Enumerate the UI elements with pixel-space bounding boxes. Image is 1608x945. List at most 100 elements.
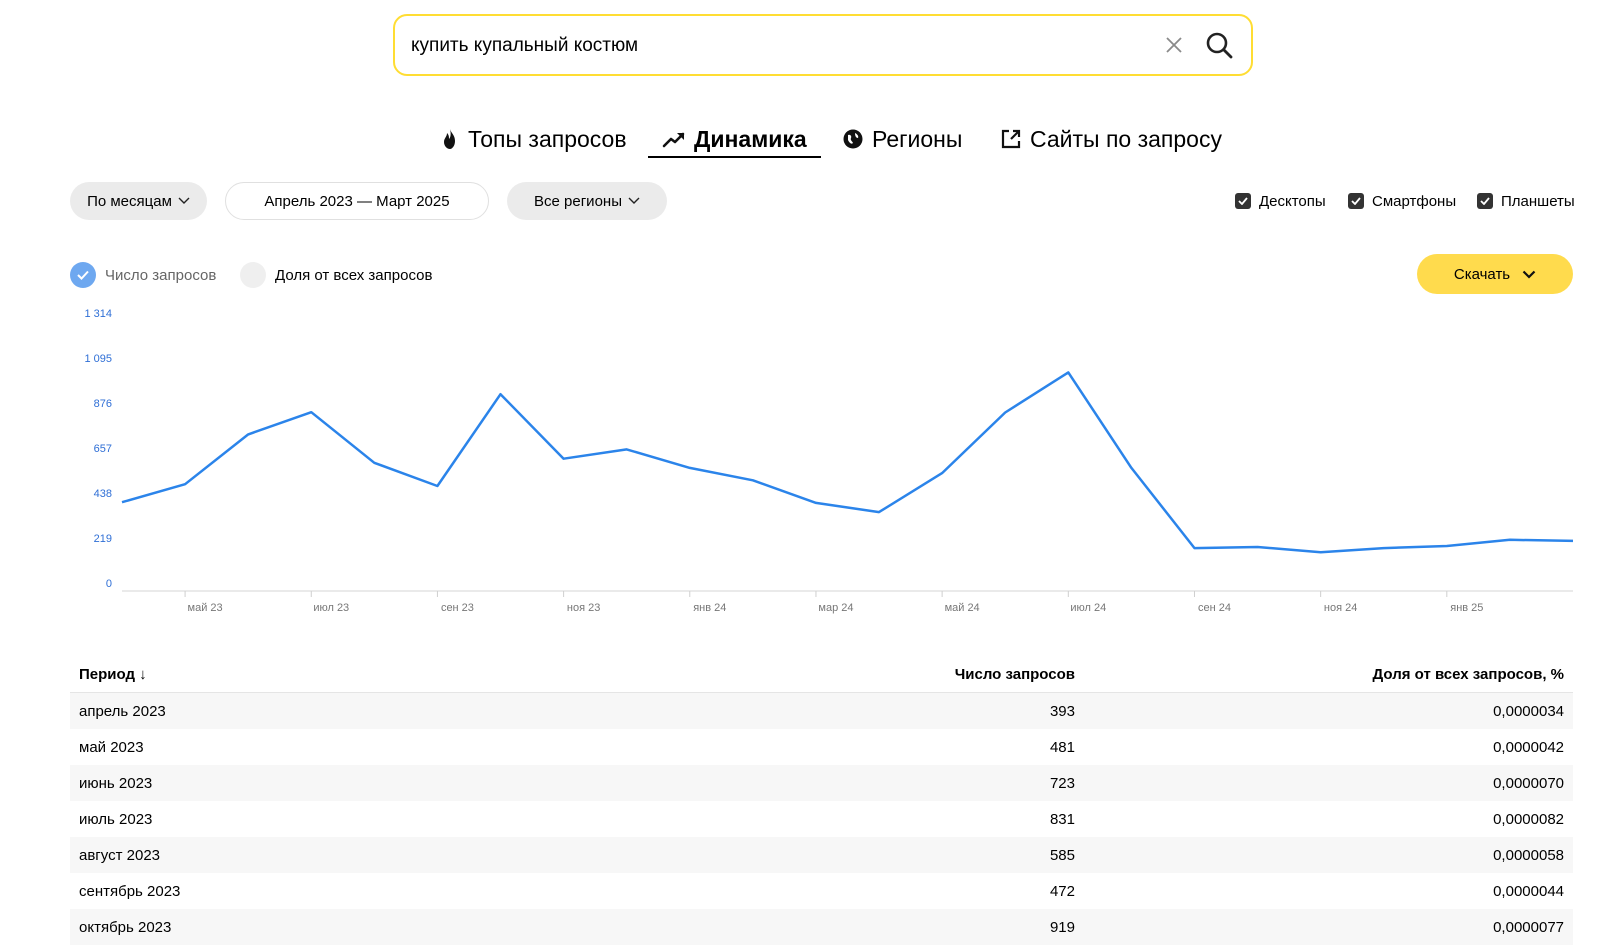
download-button[interactable]: Скачать [1417, 254, 1573, 294]
cell-period: апрель 2023 [79, 702, 166, 720]
period-type-label: По месяцам [87, 192, 172, 210]
table-row: июнь 2023 723 0,0000070 [70, 765, 1573, 801]
checkbox-checked-icon [1477, 193, 1493, 209]
data-point[interactable] [117, 497, 127, 507]
data-point[interactable] [369, 458, 379, 468]
search-icon [1206, 32, 1233, 59]
x-tick-label: мар 24 [818, 602, 853, 614]
data-point[interactable] [685, 463, 695, 473]
cell-query-count: 831 [1049, 810, 1075, 828]
device-label: Смартфоны [1372, 192, 1457, 210]
search-input[interactable] [409, 16, 1113, 76]
tab-regions[interactable]: Регионы [842, 122, 962, 156]
tab-top-queries[interactable]: Топы запросов [440, 122, 627, 156]
data-point[interactable] [496, 389, 506, 399]
chevron-down-icon [1522, 270, 1536, 279]
metric-query-count-toggle[interactable]: Число запросов [70, 262, 216, 288]
tab-sites[interactable]: Сайты по запросу [1000, 122, 1222, 156]
series-line [121, 371, 1574, 554]
search-box [393, 14, 1253, 76]
data-point[interactable] [180, 479, 190, 489]
data-point[interactable] [1379, 543, 1389, 553]
clear-button[interactable] [1161, 32, 1187, 58]
device-smartphones-checkbox[interactable]: Смартфоны [1348, 190, 1456, 212]
data-point[interactable] [748, 475, 758, 485]
data-point[interactable] [243, 429, 253, 439]
date-range-picker[interactable]: Апрель 2023 — Март 2025 [225, 182, 489, 220]
download-label: Скачать [1453, 265, 1511, 283]
x-tick-label: сен 23 [441, 602, 474, 614]
data-point[interactable] [1505, 535, 1515, 545]
x-tick-label: янв 25 [1450, 602, 1483, 614]
search-button[interactable] [1203, 29, 1235, 61]
cell-query-count: 481 [1049, 738, 1075, 756]
tab-dynamics[interactable]: Динамика [648, 122, 821, 158]
data-point[interactable] [1253, 542, 1263, 552]
period-type-select[interactable]: По месяцам [70, 182, 207, 220]
data-point[interactable] [811, 498, 821, 508]
device-label: Десктопы [1259, 192, 1326, 210]
data-point[interactable] [874, 507, 884, 517]
header-query-count[interactable]: Число запросов [954, 665, 1075, 683]
table-row: май 2023 481 0,0000042 [70, 729, 1573, 765]
cell-share: 0,0000034 [1493, 702, 1564, 720]
cell-share: 0,0000058 [1493, 846, 1564, 864]
dynamics-chart: 0 219 438 657 876 1 095 1 314 май 23 июл 23 сен 2… [84, 308, 1578, 614]
data-point[interactable] [1316, 547, 1326, 557]
y-tick-label: 219 [94, 533, 112, 545]
cell-query-count: 919 [1049, 918, 1075, 936]
data-point[interactable] [622, 444, 632, 454]
x-tick-label: май 24 [945, 602, 980, 614]
table-body: апрель 2023 393 0,0000034 май 2023 481 0,0000… [70, 693, 1573, 945]
data-point[interactable] [1000, 407, 1010, 417]
data-point[interactable] [1126, 463, 1136, 473]
tab-label: Сайты по запросу [1030, 125, 1222, 152]
cell-period: июнь 2023 [79, 774, 153, 792]
data-point[interactable] [1568, 536, 1578, 546]
dynamics-table: Период ↓ Число запросов Доля от всех зап… [70, 656, 1573, 945]
device-tablets-checkbox[interactable]: Планшеты [1477, 190, 1575, 212]
y-tick-label: 0 [106, 578, 112, 590]
regions-label: Все регионы [534, 192, 622, 210]
data-point[interactable] [1063, 367, 1073, 377]
chevron-down-icon [628, 197, 640, 204]
trend-icon [662, 132, 685, 148]
x-tick-label: июл 23 [313, 602, 349, 614]
data-point[interactable] [559, 454, 569, 464]
tab-label: Динамика [694, 125, 807, 152]
header-share[interactable]: Доля от всех запросов, % [1372, 665, 1564, 683]
x-tick-label: сен 24 [1198, 602, 1231, 614]
table-row: июль 2023 831 0,0000082 [70, 801, 1573, 837]
checkbox-checked-icon [1235, 193, 1251, 209]
cell-query-count: 393 [1049, 702, 1075, 720]
regions-select[interactable]: Все регионы [507, 182, 667, 220]
metric-label: Доля от всех запросов [275, 266, 433, 284]
metric-share-toggle[interactable]: Доля от всех запросов [240, 262, 432, 288]
data-point[interactable] [1442, 541, 1452, 551]
data-point[interactable] [937, 468, 947, 478]
y-tick-label: 657 [94, 443, 112, 455]
checkbox-checked-icon [1348, 193, 1364, 209]
data-point[interactable] [432, 481, 442, 491]
cell-share: 0,0000082 [1493, 810, 1564, 828]
device-desktops-checkbox[interactable]: Десктопы [1235, 190, 1326, 212]
table-row: август 2023 585 0,0000058 [70, 837, 1573, 873]
table-row: сентябрь 2023 472 0,0000044 [70, 873, 1573, 909]
table-header: Период ↓ Число запросов Доля от всех зап… [70, 656, 1573, 693]
metric-label: Число запросов [105, 266, 217, 284]
cell-period: август 2023 [79, 846, 161, 864]
date-range-label: Апрель 2023 — Март 2025 [264, 192, 450, 210]
cell-period: октябрь 2023 [79, 918, 172, 936]
cell-share: 0,0000042 [1493, 738, 1564, 756]
data-point[interactable] [306, 407, 316, 417]
tab-label: Топы запросов [468, 125, 627, 152]
header-period[interactable]: Период ↓ [79, 665, 147, 683]
y-tick-label: 438 [94, 488, 112, 500]
cell-query-count: 472 [1049, 882, 1075, 900]
y-tick-label: 876 [94, 398, 112, 410]
globe-icon [843, 129, 863, 149]
y-tick-label: 1 095 [84, 353, 112, 365]
tab-label: Регионы [872, 125, 963, 152]
data-point[interactable] [1189, 543, 1199, 553]
cell-share: 0,0000077 [1493, 918, 1564, 936]
